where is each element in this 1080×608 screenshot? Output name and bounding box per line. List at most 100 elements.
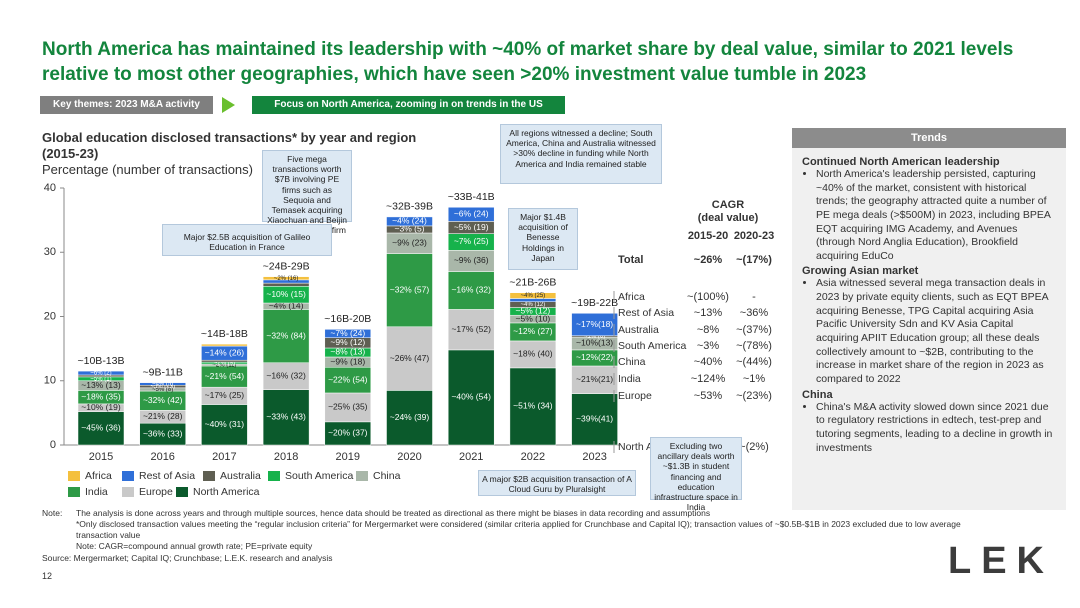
- bar-segment: [386, 216, 433, 227]
- range-label: ~14B-18B: [201, 328, 248, 340]
- x-tick-label: 2022: [521, 451, 545, 463]
- legend-label: China: [373, 470, 401, 482]
- cagr-region: Australia: [618, 324, 659, 336]
- segment-label: ~4% (14): [269, 300, 304, 310]
- segment-label: ~32% (42): [143, 395, 183, 405]
- segment-label: ~9% (36): [454, 255, 489, 265]
- trend-list: Asia witnessed several mega transaction …: [802, 277, 1056, 386]
- segment-label: ~13% (13): [81, 380, 121, 390]
- segment-label: ~2% (11): [212, 363, 236, 369]
- bar-segment: [77, 370, 125, 376]
- segment-label: ~10% (19): [81, 402, 121, 412]
- legend-swatch: [268, 471, 280, 481]
- annotation: All regions witnessed a decline; South A…: [500, 124, 662, 184]
- legend-label: India: [85, 486, 108, 498]
- bar-segment: [262, 276, 310, 281]
- cagr-region: China: [618, 356, 646, 368]
- bar-segment: [201, 343, 248, 347]
- bar-segment: [262, 362, 310, 390]
- legend-swatch: [203, 471, 215, 481]
- chart-subtitle: (2015-23): [42, 146, 99, 161]
- bar-segment: [201, 359, 248, 363]
- segment-label: ~2% (16): [274, 276, 299, 282]
- x-tick-label: 2017: [212, 451, 236, 463]
- cagr-value: ~26%: [694, 254, 723, 266]
- segment-label: ~7% (25): [454, 236, 489, 246]
- segment-label: ~9% (23): [392, 238, 427, 248]
- bar-segment: [509, 292, 557, 299]
- cagr-col: 2015-20: [688, 230, 728, 242]
- annotation: Excluding two ancillary deals worth ~$1.…: [650, 437, 742, 512]
- cagr-region: India: [618, 373, 641, 385]
- segment-label: ~5% (13): [150, 384, 175, 390]
- segment-label: ~14% (26): [205, 347, 245, 357]
- cagr-value: ~40%: [694, 356, 723, 368]
- trend-heading: Growing Asian market: [802, 265, 919, 278]
- trend-heading: Continued North American leadership: [802, 156, 1000, 168]
- legend-swatch: [68, 487, 80, 497]
- segment-label: ~18% (35): [81, 391, 121, 401]
- y-tick-label: 20: [44, 310, 56, 322]
- segment-label: ~20% (37): [328, 428, 368, 438]
- segment-label: ~6% (24): [454, 209, 489, 219]
- bar-segment: [262, 389, 310, 446]
- bar-segment: [571, 393, 618, 446]
- y-tick-label: 10: [44, 375, 56, 387]
- cagr-col: 2020-23: [734, 230, 774, 242]
- cagr-region: South America: [618, 340, 686, 352]
- legend-label: North America: [193, 486, 260, 498]
- segment-label: ~25% (35): [328, 402, 368, 412]
- segment-label: ~21% (54): [205, 371, 245, 381]
- segment-label: ~8% (13): [330, 347, 365, 357]
- cagr-value: ~1%: [743, 373, 766, 385]
- note-line: The analysis is done across years and th…: [76, 508, 711, 518]
- cagr-value: ~(44%): [736, 356, 772, 368]
- bar-segment: [447, 207, 495, 222]
- segment-label: ~2% (9): [214, 361, 235, 367]
- segment-label: ~5% (1): [90, 376, 111, 382]
- segment-label: ~4% (5): [152, 382, 173, 388]
- segment-label: ~7% (24): [330, 328, 365, 338]
- segment-label: ~6% (2): [90, 371, 111, 377]
- cagr-value: ~13%: [694, 307, 723, 319]
- segment-label: ~4% (24): [392, 216, 427, 226]
- cagr-value: ~(100%): [687, 291, 729, 303]
- tab: Focus on North America, zooming in on tr…: [252, 96, 565, 114]
- range-label: ~9B-11B: [143, 366, 183, 378]
- segment-label: ~32% (57): [390, 284, 430, 294]
- segment-label: ~51% (34): [513, 401, 553, 411]
- segment-label: ~16% (32): [266, 371, 306, 381]
- tab: Key themes: 2023 M&A activity: [40, 96, 213, 114]
- range-label: ~33B-41B: [448, 191, 495, 203]
- range-label: ~24B-29B: [263, 260, 310, 272]
- bar-segment: [386, 390, 433, 446]
- segment-label: ~5% (10): [516, 313, 551, 323]
- segment-label: ~10%(13): [576, 338, 613, 348]
- annotation: Five mega transactions worth $7B involvi…: [262, 150, 352, 235]
- bar-segment: [262, 309, 310, 364]
- segment-label: ~9% (12): [330, 337, 365, 347]
- segment-label: ~24% (39): [390, 412, 430, 422]
- bar-segment: [571, 313, 618, 337]
- trend-list: North America's leadership persisted, ca…: [802, 168, 1056, 263]
- chart-title: Global education disclosed transactions*…: [42, 130, 417, 145]
- trends-header: Trends: [792, 128, 1066, 148]
- segment-label: ~17%(18): [576, 319, 613, 329]
- legend-swatch: [68, 471, 80, 481]
- trend-heading: China: [802, 388, 833, 401]
- note-line: *Only disclosed transaction values meeti…: [76, 519, 961, 541]
- y-label: Percentage (number of transactions): [42, 162, 253, 177]
- cagr-value: ~(78%): [736, 340, 772, 352]
- page-number: 12: [42, 571, 53, 581]
- notes: The analysis is done across years and th…: [76, 508, 976, 552]
- segment-label: ~26% (47): [390, 353, 430, 363]
- segment-label: ~21% (28): [143, 411, 183, 421]
- trend-bullet: North America's leadership persisted, ca…: [816, 168, 1056, 263]
- bar-segment: [509, 340, 557, 369]
- bar-segment: [447, 309, 495, 351]
- y-tick-label: 0: [50, 439, 56, 451]
- bar-segment: [77, 411, 125, 446]
- legend-label: Africa: [85, 470, 112, 482]
